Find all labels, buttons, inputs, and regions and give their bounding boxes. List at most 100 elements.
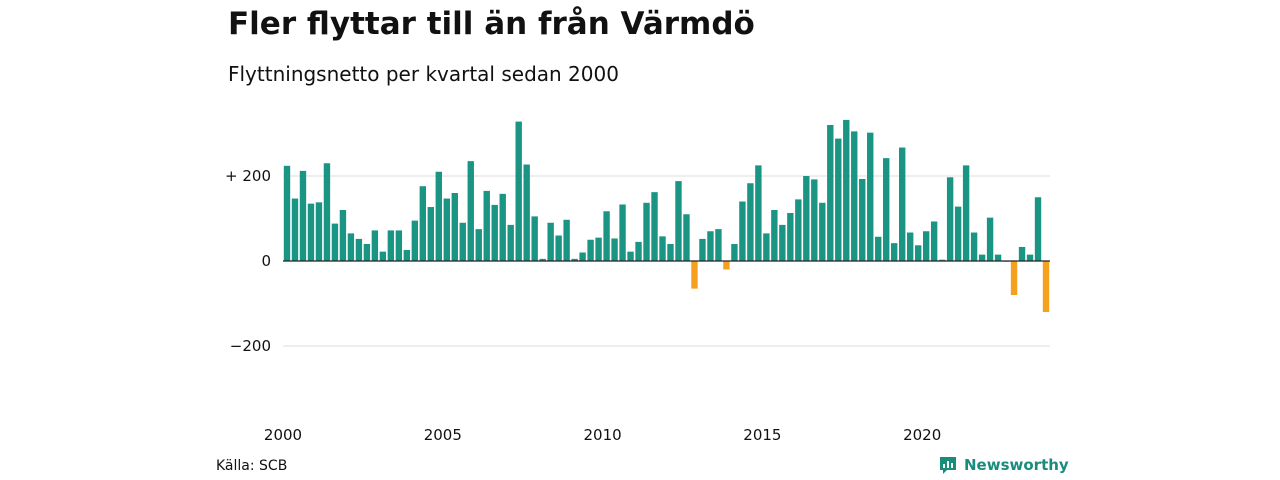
bar (643, 202, 650, 262)
bar (739, 201, 746, 261)
bar (483, 190, 490, 262)
bar (922, 231, 930, 261)
bar (875, 236, 882, 261)
bar (571, 258, 578, 262)
bar (403, 249, 411, 261)
bar (731, 244, 738, 261)
bar (883, 158, 890, 261)
y-tick-label: + 200 (225, 167, 271, 185)
bar (419, 186, 427, 261)
bar (299, 170, 307, 261)
bar (547, 222, 554, 261)
bar (539, 258, 546, 262)
brand-logo: Newsworthy (938, 455, 1069, 475)
bar (347, 233, 355, 262)
bar (427, 207, 434, 262)
bar (635, 241, 642, 262)
bar (467, 161, 474, 262)
bar (803, 176, 810, 261)
bar (355, 238, 363, 261)
bar (675, 181, 682, 261)
bar (323, 163, 331, 261)
bar (954, 206, 962, 261)
bar (986, 217, 994, 261)
x-tick-label: 2010 (583, 426, 621, 444)
bar (667, 244, 674, 261)
bar (811, 179, 818, 261)
bar (291, 198, 299, 262)
bar (603, 211, 610, 262)
bar (659, 236, 666, 261)
chart-subtitle: Flyttningsnetto per kvartal sedan 2000 (228, 62, 619, 86)
bar (331, 223, 339, 261)
bar-chart: + 200 0 −200 2000 2005 2010 2015 2020 (225, 119, 1050, 444)
bar (1034, 197, 1042, 261)
x-tick-label: 2005 (424, 426, 462, 444)
bar (827, 125, 834, 261)
bar (371, 230, 379, 261)
source-note: Källa: SCB (216, 458, 288, 474)
bar (851, 131, 858, 262)
bar (1042, 261, 1050, 312)
bar (499, 193, 506, 261)
bar (994, 254, 1002, 262)
grid-lines (283, 175, 1050, 347)
bar (723, 261, 730, 270)
y-tick-label: 0 (261, 252, 271, 270)
bars (283, 119, 1050, 312)
chart-title: Fler flyttar till än från Värmdö (228, 6, 755, 42)
bar (771, 210, 778, 261)
bar (843, 119, 850, 262)
bar (387, 230, 395, 261)
bar (579, 252, 586, 261)
bar (978, 254, 986, 262)
bar (619, 204, 626, 261)
bar (899, 147, 906, 261)
bar (475, 229, 482, 262)
y-tick-label: −200 (230, 337, 271, 355)
bar (283, 165, 291, 261)
bar (1026, 254, 1034, 262)
x-tick-label: 2015 (743, 426, 781, 444)
bar (451, 193, 458, 261)
bar (315, 202, 323, 261)
bar (363, 244, 371, 261)
bar (747, 183, 754, 261)
bar (395, 230, 403, 261)
bar (946, 177, 954, 261)
bar (339, 210, 347, 261)
bar (691, 261, 698, 289)
bar (795, 199, 802, 262)
bar (459, 222, 466, 261)
bar (699, 238, 706, 261)
bar (555, 235, 562, 261)
x-tick-label: 2000 (264, 426, 302, 444)
bar (970, 232, 978, 261)
bar (930, 221, 938, 261)
bar (938, 259, 946, 261)
bar (906, 232, 914, 261)
bar (587, 239, 594, 261)
bar (787, 212, 794, 261)
bar (779, 224, 786, 262)
bar (443, 198, 450, 262)
bar (867, 132, 874, 261)
bar (507, 224, 514, 262)
bar (819, 202, 826, 262)
bar (715, 229, 722, 262)
bar (435, 171, 442, 261)
bar (651, 192, 658, 261)
bar (891, 243, 898, 261)
bar (683, 214, 690, 261)
bar (379, 251, 387, 261)
bar (627, 251, 634, 261)
bar (563, 219, 570, 262)
bar (411, 220, 419, 262)
bar (755, 165, 762, 262)
bar (914, 245, 922, 261)
bar (515, 121, 522, 261)
bar (835, 138, 842, 261)
bar (962, 165, 970, 262)
bar (707, 231, 714, 261)
brand-name: Newsworthy (964, 456, 1069, 474)
